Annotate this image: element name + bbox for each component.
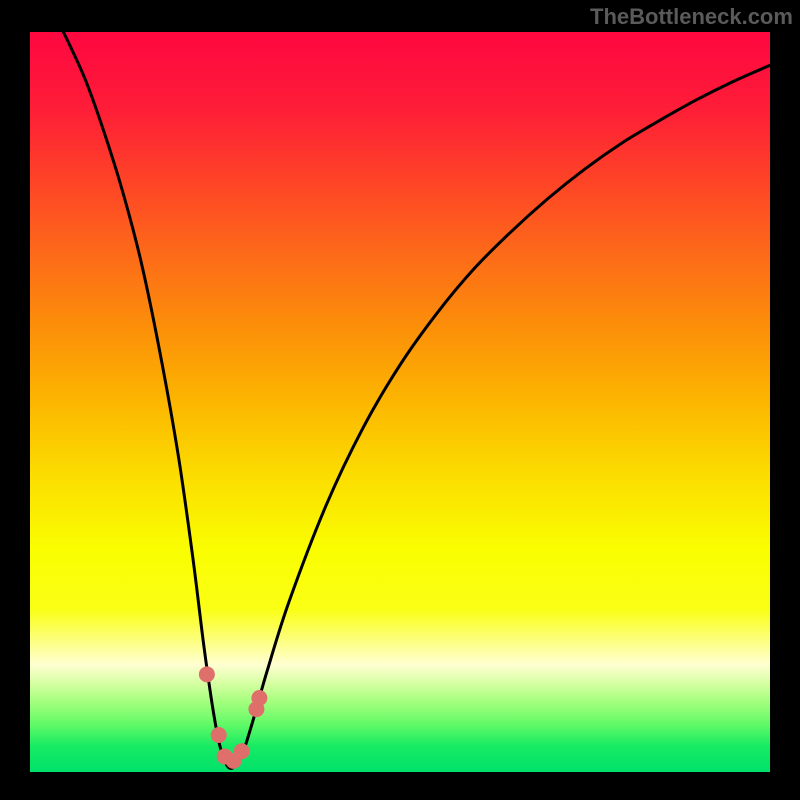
data-marker	[252, 691, 267, 706]
plot-background	[30, 32, 770, 772]
watermark-text: TheBottleneck.com	[590, 4, 793, 30]
plot-frame	[30, 32, 770, 772]
data-marker	[234, 744, 249, 759]
data-marker	[211, 728, 226, 743]
plot-svg	[30, 32, 770, 772]
data-marker	[199, 667, 214, 682]
chart-stage: TheBottleneck.com	[0, 0, 800, 800]
